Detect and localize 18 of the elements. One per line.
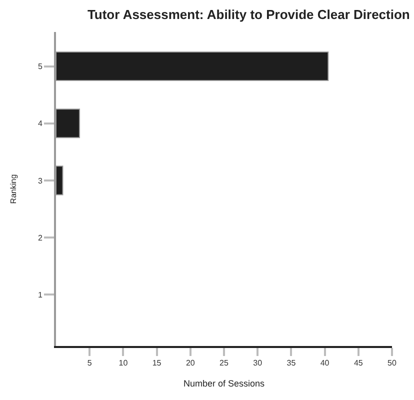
x-tick-label: 10 [118, 358, 128, 368]
x-tick-label: 20 [186, 358, 196, 368]
y-axis-title: Ranking [9, 174, 18, 204]
x-tick-label: 5 [87, 358, 92, 368]
x-tick-label: 40 [320, 358, 330, 368]
x-tick-label: 30 [253, 358, 263, 368]
y-tick-label: 2 [38, 233, 43, 242]
x-tick-label: 50 [388, 358, 397, 368]
x-tick-label: 25 [220, 358, 229, 368]
x-axis-title: Number of Sessions [183, 378, 266, 389]
x-tick-label: 15 [152, 358, 162, 368]
y-tick-label: 5 [38, 62, 43, 72]
x-tick-label: 35 [286, 358, 296, 368]
y-tick-label: 1 [38, 290, 43, 300]
y-tick-label: 3 [38, 176, 43, 186]
x-tick-label: 45 [354, 358, 364, 368]
chart-title: Tutor Assessment: Ability to Provide Clear Direction [87, 7, 410, 22]
y-tick-label: 4 [38, 119, 43, 128]
